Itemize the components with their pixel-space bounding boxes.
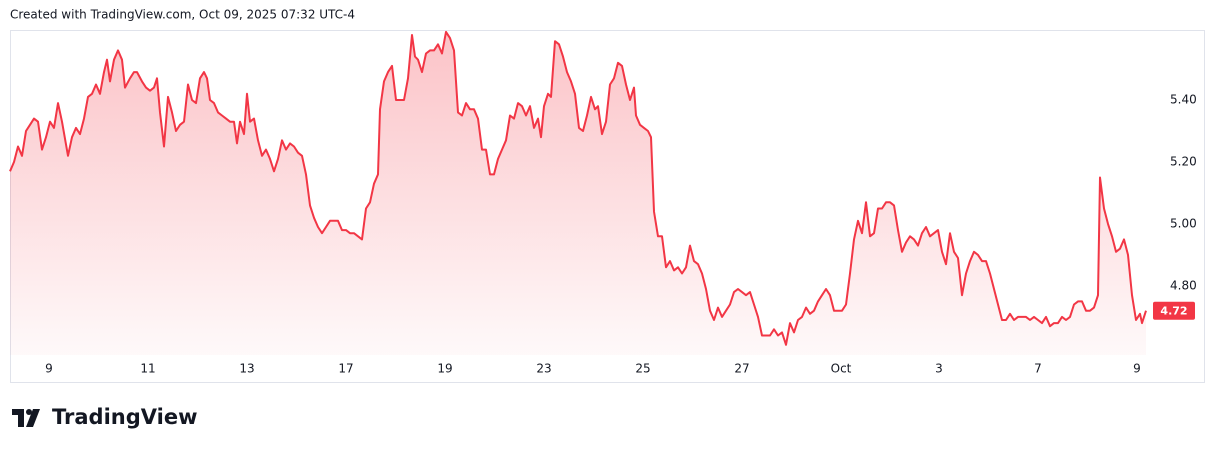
brand-logo	[12, 409, 40, 427]
x-tick-label: 11	[140, 362, 155, 376]
y-tick-label: 5.00	[1170, 216, 1197, 230]
x-tick-label: 25	[635, 362, 650, 376]
brand-name: TradingView	[52, 405, 197, 429]
price-line	[9, 30, 1147, 346]
plot: 5.40 5.20 5.00 4.80 9 11 13 17 19 23 25 27 Oct 3 7 9 4.7…	[9, 30, 1197, 376]
last-price-badge	[1153, 301, 1195, 320]
area-fill	[10, 31, 1146, 356]
y-tick-label: 4.80	[1170, 278, 1197, 292]
x-tick-label: 17	[338, 362, 353, 376]
y-tick-label: 5.40	[1170, 93, 1197, 107]
x-tick-label: 9	[1133, 362, 1141, 376]
x-tick-label: 19	[437, 362, 452, 376]
x-tick-label: 7	[1034, 362, 1042, 376]
x-tick-label: 23	[536, 362, 551, 376]
x-tick-label: 3	[935, 362, 943, 376]
header-text: Created with TradingView.com, Oct 09, 20…	[10, 8, 355, 22]
x-tick-label: Oct	[831, 362, 852, 376]
x-tick-label: 27	[734, 362, 749, 376]
x-tick-label: 9	[45, 362, 53, 376]
y-tick-label: 5.20	[1170, 154, 1197, 168]
x-tick-label: 13	[239, 362, 254, 376]
last-price-label: 4.72	[1160, 305, 1187, 318]
